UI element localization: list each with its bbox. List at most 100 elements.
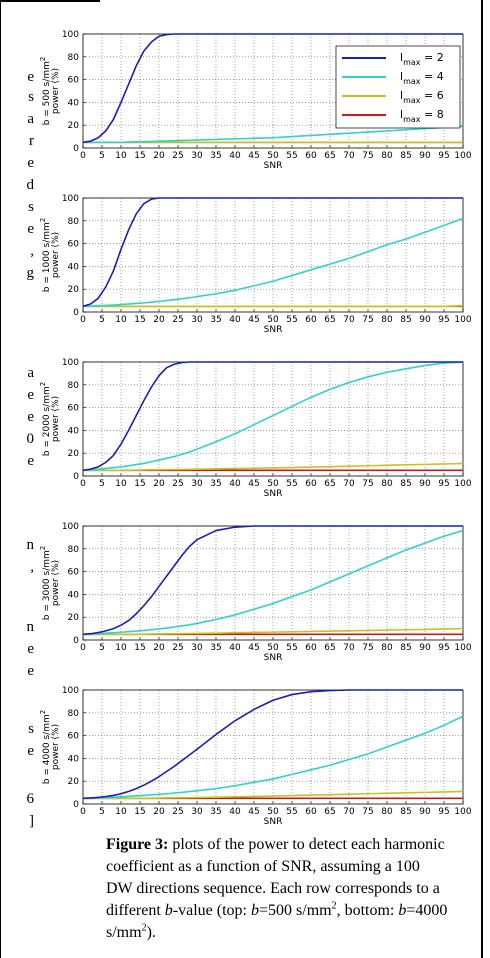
caption-line-4-g: , bottom: (336, 902, 399, 919)
x-tick-label: 25 (172, 479, 183, 489)
x-tick-label: 80 (381, 479, 393, 489)
y-axis-label-power: power (%) (51, 232, 61, 278)
x-axis-label: SNR (264, 817, 283, 827)
x-tick-label: 80 (381, 151, 393, 161)
caption-line-3: DW directions sequence. Each row corresp… (106, 880, 440, 897)
x-tick-label: 35 (210, 643, 221, 653)
x-tick-label: 75 (362, 807, 373, 817)
margin-fragment: s (28, 721, 34, 737)
margin-fragment: e (27, 409, 34, 425)
page-border-top (0, 0, 100, 2)
x-tick-label: 50 (267, 151, 279, 161)
x-tick-label: 65 (324, 643, 335, 653)
x-tick-label: 30 (191, 479, 203, 489)
x-tick-label: 85 (400, 315, 411, 325)
caption-line-4-a: different (106, 902, 165, 919)
x-tick-label: 5 (99, 479, 105, 489)
x-tick-label: 40 (229, 151, 241, 161)
y-axis-label-power: power (%) (51, 396, 61, 442)
x-tick-label: 65 (324, 807, 335, 817)
series-line-lmax4 (82, 361, 464, 472)
y-tick-label: 20 (68, 613, 80, 623)
x-tick-label: 15 (134, 643, 145, 653)
y-tick-label: 60 (68, 732, 80, 742)
x-tick-label: 15 (134, 151, 145, 161)
caption-b-italic: b (164, 902, 173, 919)
x-tick-label: 75 (362, 151, 373, 161)
x-tick-label: 70 (343, 151, 355, 161)
y-tick-label: 40 (68, 98, 80, 108)
y-tick-label: 60 (68, 568, 80, 578)
x-tick-label: 15 (134, 807, 145, 817)
x-tick-label: 0 (80, 807, 86, 817)
caption-label: Figure 3: (106, 836, 169, 853)
x-tick-label: 100 (454, 479, 471, 489)
chart-panel: 0 5 10 15 20 25 30 35 40 45 50 55 60 65 70 75 80 85 90 95 10… (39, 194, 472, 335)
margin-fragment: 6 (26, 791, 35, 807)
x-tick-label: 90 (419, 643, 431, 653)
y-axis-label-b-value: b = 3000 s/mm2 (39, 546, 52, 620)
margin-fragment: e (27, 387, 34, 403)
series-line-lmax2 (82, 525, 463, 636)
x-tick-label: 10 (115, 479, 127, 489)
legend-label-lmax4: lmax = 4 (400, 70, 444, 86)
x-tick-label: 30 (191, 151, 203, 161)
margin-fragment: n (26, 537, 35, 553)
margin-fragment: e (27, 221, 34, 237)
y-axis-label-power: power (%) (51, 724, 61, 770)
figure-caption: Figure 3: plots of the power to detect e… (106, 834, 480, 944)
y-axis-label-b-value: b = 2000 s/mm2 (39, 382, 52, 456)
x-tick-label: 40 (229, 479, 241, 489)
x-tick-label: 10 (115, 151, 127, 161)
y-tick-label: 100 (62, 358, 79, 368)
series-line-lmax2 (82, 689, 463, 800)
x-tick-label: 75 (362, 643, 373, 653)
caption-line-5-c: ). (146, 924, 156, 941)
x-tick-label: 70 (343, 807, 355, 817)
x-tick-label: 60 (305, 479, 317, 489)
y-tick-label: 0 (73, 800, 79, 810)
caption-line-4-e: =500 s/mm (259, 902, 332, 919)
x-tick-label: 0 (80, 479, 86, 489)
x-tick-label: 10 (115, 807, 127, 817)
x-tick-label: 85 (400, 151, 411, 161)
x-tick-label: 95 (438, 151, 449, 161)
x-tick-label: 100 (454, 315, 471, 325)
series-line-lmax4 (83, 125, 464, 144)
x-tick-label: 30 (191, 315, 203, 325)
x-axis-label: SNR (264, 653, 283, 663)
caption-b-italic: b (398, 902, 407, 919)
margin-fragment: d (26, 177, 35, 193)
x-tick-label: 45 (248, 643, 259, 653)
x-tick-label: 45 (248, 151, 259, 161)
x-tick-label: 100 (454, 807, 471, 817)
x-tick-label: 95 (438, 807, 449, 817)
x-tick-label: 40 (229, 643, 241, 653)
x-tick-label: 100 (454, 151, 471, 161)
caption-superscript: 2 (141, 922, 147, 934)
caption-b-italic: b (251, 902, 259, 919)
x-tick-label: 0 (80, 643, 86, 653)
x-tick-label: 70 (343, 479, 355, 489)
margin-fragment: , (30, 243, 34, 259)
series-line-lmax4 (82, 217, 464, 308)
x-tick-label: 20 (153, 151, 165, 161)
y-tick-label: 40 (68, 262, 80, 272)
x-tick-label: 60 (305, 315, 317, 325)
y-tick-label: 60 (68, 240, 80, 250)
x-tick-label: 20 (153, 807, 165, 817)
chart-panel: 0 5 10 15 20 25 30 35 40 45 50 55 60 65 70 75 80 85 90 95 10… (39, 686, 472, 827)
y-tick-label: 0 (73, 308, 79, 318)
y-tick-label: 100 (62, 686, 79, 696)
y-axis-label-b-value: b = 500 s/mm2 (39, 57, 52, 126)
y-tick-label: 0 (73, 472, 79, 482)
y-axis-label-b-value: b = 1000 s/mm2 (39, 218, 52, 292)
x-tick-label: 5 (99, 315, 105, 325)
x-tick-label: 50 (267, 315, 279, 325)
x-tick-label: 65 (324, 151, 335, 161)
x-tick-label: 40 (229, 807, 241, 817)
caption-line-2: coefficient as a function of SNR, assumi… (106, 858, 420, 875)
y-axis-label-power: power (%) (51, 560, 61, 606)
